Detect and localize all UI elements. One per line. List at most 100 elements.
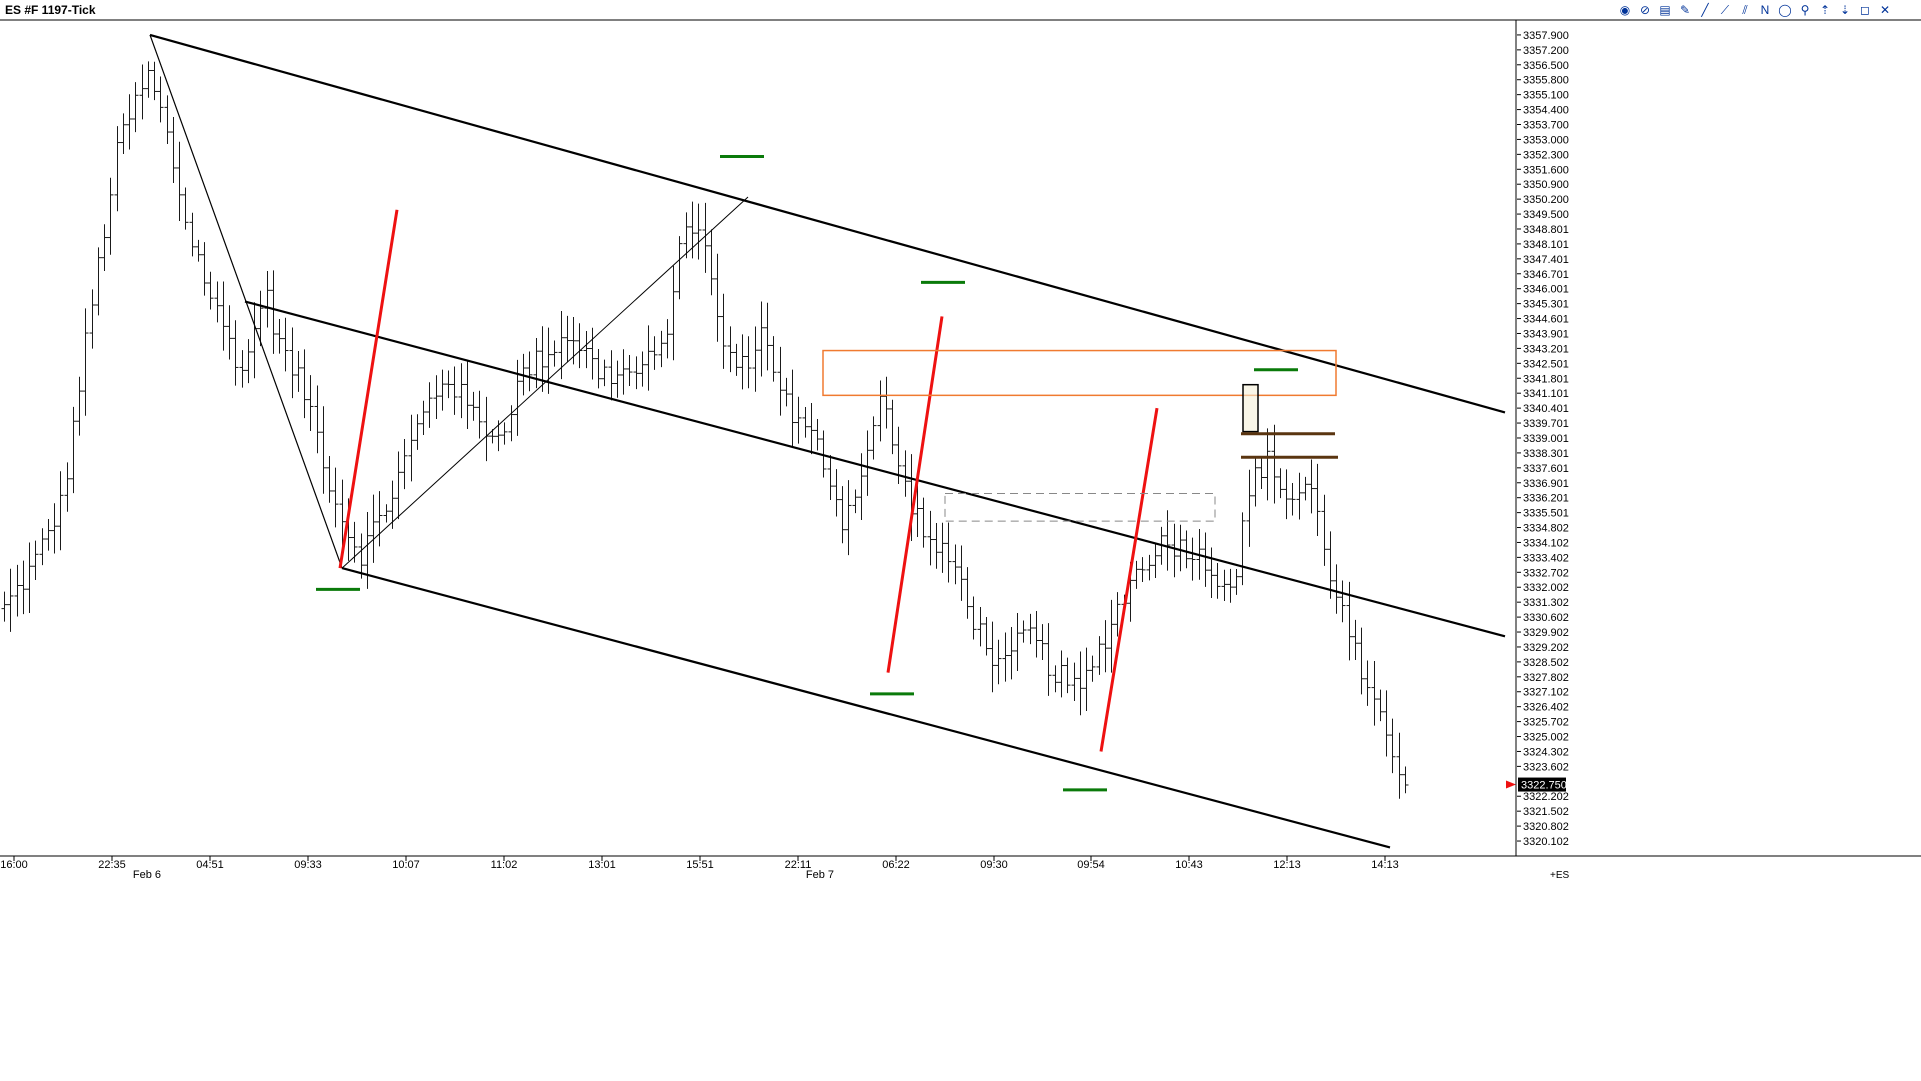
price-tick-label: 3327.102 xyxy=(1523,687,1569,699)
price-bar xyxy=(845,480,852,556)
price-bar xyxy=(95,247,102,316)
price-bar xyxy=(1027,613,1034,645)
price-bar xyxy=(526,351,533,392)
price-axis[interactable]: 3357.900 3357.200 3356.500 3355.800 3355.100… xyxy=(1517,30,1569,848)
price-tick-label: 3348.101 xyxy=(1523,239,1569,251)
price-bar xyxy=(551,340,558,367)
price-bar xyxy=(608,350,615,401)
price-bar xyxy=(1164,510,1171,571)
current-price-marker: 3322.750 +ES xyxy=(1506,777,1570,881)
price-bar xyxy=(1008,627,1015,680)
price-bar xyxy=(1252,457,1259,507)
time-tick-label: 11:02 xyxy=(491,859,518,871)
ellipse-icon[interactable]: ◯ xyxy=(1778,3,1792,17)
zoom-icon[interactable]: ⊘ xyxy=(1639,3,1651,17)
fib-icon[interactable]: ⚲ xyxy=(1800,3,1810,17)
price-tick-label: 3333.402 xyxy=(1523,552,1569,564)
price-axis-symbol: +ES xyxy=(1550,870,1570,881)
price-tick-label: 3343.901 xyxy=(1523,328,1569,340)
price-bar xyxy=(445,370,452,399)
price-bar xyxy=(1171,523,1178,578)
price-bar xyxy=(189,212,196,257)
price-bar xyxy=(270,270,277,354)
price-bar xyxy=(195,239,202,262)
price-bar xyxy=(1152,543,1159,578)
price-bar xyxy=(1,591,8,622)
time-axis[interactable]: 16:00 22:35 04:51 09:33 10:07 11:02 13:01 15:51… xyxy=(0,856,1399,881)
price-bar xyxy=(1352,619,1359,661)
price-bar xyxy=(1214,563,1221,599)
square-icon[interactable]: ◻ xyxy=(1860,3,1870,17)
date-label: Feb 7 xyxy=(806,869,834,881)
price-bar xyxy=(1314,463,1321,537)
price-bar xyxy=(1045,623,1052,696)
price-tick-label: 3325.702 xyxy=(1523,717,1569,729)
price-bar xyxy=(301,349,308,419)
close-icon[interactable]: ✕ xyxy=(1879,3,1891,17)
price-bar xyxy=(1108,599,1115,673)
price-bar xyxy=(620,349,627,395)
line-icon[interactable]: ╱ xyxy=(1701,3,1709,17)
price-bar xyxy=(370,494,377,563)
price-bar xyxy=(1227,568,1234,603)
price-tick-label: 3339.701 xyxy=(1523,418,1569,430)
price-bar xyxy=(683,212,690,259)
pencil-icon[interactable]: ✎ xyxy=(1679,3,1691,17)
price-bar xyxy=(20,560,27,615)
price-bar xyxy=(414,414,421,450)
price-bar xyxy=(664,319,671,359)
price-bar xyxy=(770,336,777,382)
text-n-icon[interactable]: N xyxy=(1760,3,1770,17)
price-bar xyxy=(852,489,859,514)
price-bar xyxy=(514,359,521,436)
data-box-icon[interactable]: ▤ xyxy=(1659,3,1671,17)
price-bar xyxy=(814,418,821,451)
channel-lower-line xyxy=(341,567,1391,849)
price-bar xyxy=(1277,468,1284,499)
ray-icon[interactable]: ⟋ xyxy=(1720,3,1730,17)
price-bar xyxy=(977,606,984,647)
price-bar xyxy=(101,224,108,272)
price-bar xyxy=(1189,537,1196,581)
price-bar xyxy=(1177,524,1184,572)
price-bar xyxy=(777,346,784,416)
price-tick-label: 3339.001 xyxy=(1523,433,1569,445)
price-tick-label: 3324.302 xyxy=(1523,746,1569,758)
price-bar xyxy=(1302,476,1309,501)
time-tick-label: 16:00 xyxy=(0,859,28,871)
price-bar xyxy=(470,391,477,421)
price-bar xyxy=(952,544,959,585)
price-bar xyxy=(332,467,339,528)
price-tick-label: 3341.801 xyxy=(1523,373,1569,385)
price-bar xyxy=(401,438,408,490)
price-bar xyxy=(1402,766,1409,794)
price-tick-label: 3356.500 xyxy=(1523,60,1569,72)
time-tick-label: 14:13 xyxy=(1371,859,1399,871)
price-bar xyxy=(739,334,746,390)
price-bar xyxy=(1146,554,1153,581)
price-bar xyxy=(1102,620,1109,673)
price-bar xyxy=(808,403,815,455)
price-tick-label: 3343.201 xyxy=(1523,343,1569,355)
price-bar xyxy=(1014,613,1021,672)
price-bar xyxy=(464,360,471,430)
price-bar xyxy=(132,82,139,133)
arrow-up-icon[interactable]: ⇡ xyxy=(1819,3,1831,17)
price-tick-label: 3336.201 xyxy=(1523,493,1569,505)
extended-line-icon[interactable]: ⫽ xyxy=(1742,3,1748,17)
time-tick-label: 15:51 xyxy=(686,859,714,871)
price-bar xyxy=(676,236,683,300)
price-bar xyxy=(7,568,14,632)
cursor-icon[interactable]: ◉ xyxy=(1619,3,1631,17)
arrow-down-icon[interactable]: ⇣ xyxy=(1839,3,1851,17)
price-bar xyxy=(39,528,46,566)
drawing-toolbar: ◉ ⊘ ▤ ✎ ╱ ⟋ ⫽ N ◯ ⚲ ⇡ ⇣ ◻ ✕ xyxy=(1617,2,1893,18)
price-bar xyxy=(157,76,164,123)
price-bar xyxy=(914,485,921,538)
price-bar xyxy=(439,369,446,411)
current-price-arrow xyxy=(1506,780,1516,789)
price-bar xyxy=(695,203,702,260)
price-bar xyxy=(1058,650,1065,698)
price-bar xyxy=(151,61,158,101)
